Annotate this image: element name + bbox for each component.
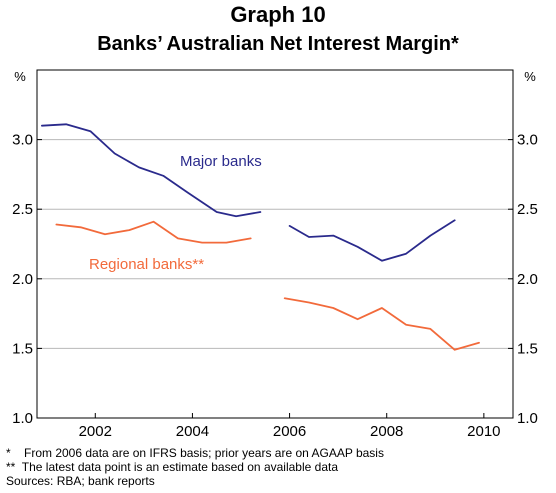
footnotes: * From 2006 data are on IFRS basis; prio… [6,446,384,488]
y-tick-label-right: 2.0 [517,271,538,288]
x-tick-label: 2010 [467,423,500,440]
y-axis-unit-left: % [14,69,26,84]
series-line-major-banks [288,219,456,262]
legend-label-major-banks: Major banks [180,153,262,170]
sources-note: Sources: RBA; bank reports [6,474,155,488]
y-tick-label-left: 1.0 [12,410,33,427]
footnote-estimate: ** The latest data point is an estimate … [6,460,338,474]
y-tick-label-left: 3.0 [12,132,33,149]
chart-title: Banks’ Australian Net Interest Margin* [97,33,459,55]
graph-number: Graph 10 [230,2,326,27]
legend-label-regional-banks: Regional banks** [89,256,204,273]
x-tick-label: 2008 [370,423,403,440]
series-line-regional-banks [55,220,252,244]
y-tick-label-left: 1.5 [12,340,33,357]
x-tick-label: 2002 [79,423,112,440]
y-tick-label-right: 1.5 [517,340,538,357]
y-tick-label-left: 2.0 [12,271,33,288]
y-axis-unit-right: % [524,69,536,84]
y-tick-label-right: 3.0 [517,132,538,149]
gridlines [37,139,513,349]
series [41,123,480,351]
y-tick-label-right: 2.5 [517,201,538,218]
axes: 1.0 1.0 1.5 1.5 2.0 2.0 2.5 2.5 3.0 3.0 2002 2004 20… [12,132,538,440]
x-tick-label: 2004 [176,423,209,440]
y-tick-label-right: 1.0 [517,410,538,427]
y-tick-label-left: 2.5 [12,201,33,218]
series-line-regional-banks [283,297,480,351]
series-line-major-banks [41,123,262,218]
footnote-ifrs: * From 2006 data are on IFRS basis; prio… [6,446,384,460]
plot-frame [36,69,514,419]
x-tick-label: 2006 [273,423,306,440]
